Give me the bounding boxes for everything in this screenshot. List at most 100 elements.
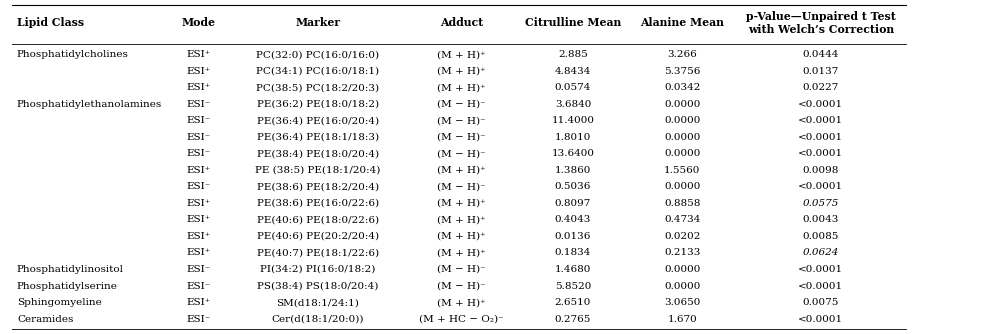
Text: 0.0000: 0.0000: [664, 149, 700, 158]
Text: (M + H)⁺: (M + H)⁺: [438, 83, 486, 92]
Text: PC(32:0) PC(16:0/16:0): PC(32:0) PC(16:0/16:0): [256, 50, 379, 59]
Text: (M + H)⁺: (M + H)⁺: [438, 50, 486, 59]
Text: PE(40:7) PE(18:1/22:6): PE(40:7) PE(18:1/22:6): [257, 248, 378, 258]
Text: PE (38:5) PE(18:1/20:4): PE (38:5) PE(18:1/20:4): [255, 166, 380, 175]
Text: PE(40:6) PE(20:2/20:4): PE(40:6) PE(20:2/20:4): [257, 232, 378, 241]
Text: (M + H)⁺: (M + H)⁺: [438, 248, 486, 258]
Text: 0.4734: 0.4734: [664, 215, 700, 224]
Text: SM(d18:1/24:1): SM(d18:1/24:1): [276, 298, 359, 307]
Text: 0.8858: 0.8858: [664, 199, 700, 208]
Text: 0.0000: 0.0000: [664, 182, 700, 191]
Text: 5.3756: 5.3756: [664, 66, 700, 75]
Text: 2.885: 2.885: [558, 50, 588, 59]
Text: (M − H)⁻: (M − H)⁻: [438, 182, 486, 191]
Text: PE(38:6) PE(16:0/22:6): PE(38:6) PE(16:0/22:6): [257, 199, 378, 208]
Text: 0.0574: 0.0574: [555, 83, 591, 92]
Text: (M − H)⁻: (M − H)⁻: [438, 100, 486, 109]
Text: ESI⁺: ESI⁺: [187, 66, 211, 75]
Text: 0.0227: 0.0227: [802, 83, 839, 92]
Text: Cer(d(18:1/20:0)): Cer(d(18:1/20:0)): [271, 315, 364, 324]
Text: (M − H)⁻: (M − H)⁻: [438, 116, 486, 125]
Text: ESI⁺: ESI⁺: [187, 50, 211, 59]
Text: PC(38:5) PC(18:2/20:3): PC(38:5) PC(18:2/20:3): [256, 83, 379, 92]
Text: PE(40:6) PE(18:0/22:6): PE(40:6) PE(18:0/22:6): [257, 215, 378, 224]
Text: 0.0575: 0.0575: [802, 199, 839, 208]
Text: (M − H)⁻: (M − H)⁻: [438, 149, 486, 158]
Text: 0.0342: 0.0342: [664, 83, 700, 92]
Text: 0.0043: 0.0043: [802, 215, 839, 224]
Text: <0.0001: <0.0001: [798, 282, 843, 291]
Text: Ceramides: Ceramides: [17, 315, 73, 324]
Text: ESI⁺: ESI⁺: [187, 232, 211, 241]
Text: ESI⁺: ESI⁺: [187, 166, 211, 175]
Text: PE(38:4) PE(18:0/20:4): PE(38:4) PE(18:0/20:4): [257, 149, 378, 158]
Text: ESI⁻: ESI⁻: [187, 315, 211, 324]
Text: PC(34:1) PC(16:0/18:1): PC(34:1) PC(16:0/18:1): [256, 66, 379, 75]
Text: 0.1834: 0.1834: [555, 248, 591, 258]
Text: 5.8520: 5.8520: [555, 282, 591, 291]
Text: Phosphatidylinositol: Phosphatidylinositol: [17, 265, 124, 274]
Text: 3.6840: 3.6840: [555, 100, 591, 109]
Text: ESI⁺: ESI⁺: [187, 298, 211, 307]
Text: <0.0001: <0.0001: [798, 182, 843, 191]
Text: 4.8434: 4.8434: [555, 66, 591, 75]
Text: ESI⁺: ESI⁺: [187, 248, 211, 258]
Text: 0.0098: 0.0098: [802, 166, 839, 175]
Text: ESI⁻: ESI⁻: [187, 133, 211, 142]
Text: 0.2133: 0.2133: [664, 248, 700, 258]
Text: PE(36:4) PE(16:0/20:4): PE(36:4) PE(16:0/20:4): [257, 116, 378, 125]
Text: (M − H)⁻: (M − H)⁻: [438, 265, 486, 274]
Text: ESI⁻: ESI⁻: [187, 116, 211, 125]
Text: p-Value—Unpaired t Test
with Welch’s Correction: p-Value—Unpaired t Test with Welch’s Cor…: [746, 11, 896, 34]
Text: ESI⁻: ESI⁻: [187, 182, 211, 191]
Text: PS(38:4) PS(18:0/20:4): PS(38:4) PS(18:0/20:4): [257, 282, 378, 291]
Text: 0.0085: 0.0085: [802, 232, 839, 241]
Text: ESI⁻: ESI⁻: [187, 149, 211, 158]
Text: (M + H)⁺: (M + H)⁺: [438, 166, 486, 175]
Text: 0.0000: 0.0000: [664, 133, 700, 142]
Text: (M − H)⁻: (M − H)⁻: [438, 282, 486, 291]
Text: Mode: Mode: [182, 17, 215, 28]
Text: (M − H)⁻: (M − H)⁻: [438, 133, 486, 142]
Text: <0.0001: <0.0001: [798, 149, 843, 158]
Text: Phosphatidylcholines: Phosphatidylcholines: [17, 50, 129, 59]
Text: ESI⁺: ESI⁺: [187, 215, 211, 224]
Text: ESI⁻: ESI⁻: [187, 282, 211, 291]
Text: 3.266: 3.266: [667, 50, 697, 59]
Text: <0.0001: <0.0001: [798, 133, 843, 142]
Text: <0.0001: <0.0001: [798, 100, 843, 109]
Text: (M + H)⁺: (M + H)⁺: [438, 232, 486, 241]
Text: Sphingomyeline: Sphingomyeline: [17, 298, 101, 307]
Text: 0.5036: 0.5036: [555, 182, 591, 191]
Text: Citrulline Mean: Citrulline Mean: [525, 17, 621, 28]
Text: 0.0137: 0.0137: [802, 66, 839, 75]
Text: <0.0001: <0.0001: [798, 116, 843, 125]
Text: 1.5560: 1.5560: [664, 166, 700, 175]
Text: 0.0000: 0.0000: [664, 282, 700, 291]
Text: 0.2765: 0.2765: [555, 315, 591, 324]
Text: Marker: Marker: [295, 17, 341, 28]
Text: (M + H)⁺: (M + H)⁺: [438, 215, 486, 224]
Text: 0.8097: 0.8097: [555, 199, 591, 208]
Text: 0.0444: 0.0444: [802, 50, 839, 59]
Text: 1.4680: 1.4680: [555, 265, 591, 274]
Text: <0.0001: <0.0001: [798, 315, 843, 324]
Text: <0.0001: <0.0001: [798, 265, 843, 274]
Text: ESI⁻: ESI⁻: [187, 265, 211, 274]
Text: (M + HC − O₂)⁻: (M + HC − O₂)⁻: [419, 315, 504, 324]
Text: PE(36:4) PE(18:1/18:3): PE(36:4) PE(18:1/18:3): [257, 133, 378, 142]
Text: Phosphatidylethanolamines: Phosphatidylethanolamines: [17, 100, 162, 109]
Text: (M + H)⁺: (M + H)⁺: [438, 298, 486, 307]
Text: 0.0000: 0.0000: [664, 265, 700, 274]
Text: ESI⁺: ESI⁺: [187, 83, 211, 92]
Text: PE(36:2) PE(18:0/18:2): PE(36:2) PE(18:0/18:2): [257, 100, 378, 109]
Text: 0.0202: 0.0202: [664, 232, 700, 241]
Text: 1.670: 1.670: [667, 315, 697, 324]
Text: PI(34:2) PI(16:0/18:2): PI(34:2) PI(16:0/18:2): [260, 265, 375, 274]
Text: 11.4000: 11.4000: [551, 116, 595, 125]
Text: 3.0650: 3.0650: [664, 298, 700, 307]
Text: Adduct: Adduct: [440, 17, 484, 28]
Text: 2.6510: 2.6510: [555, 298, 591, 307]
Text: 13.6400: 13.6400: [551, 149, 595, 158]
Text: 0.0000: 0.0000: [664, 100, 700, 109]
